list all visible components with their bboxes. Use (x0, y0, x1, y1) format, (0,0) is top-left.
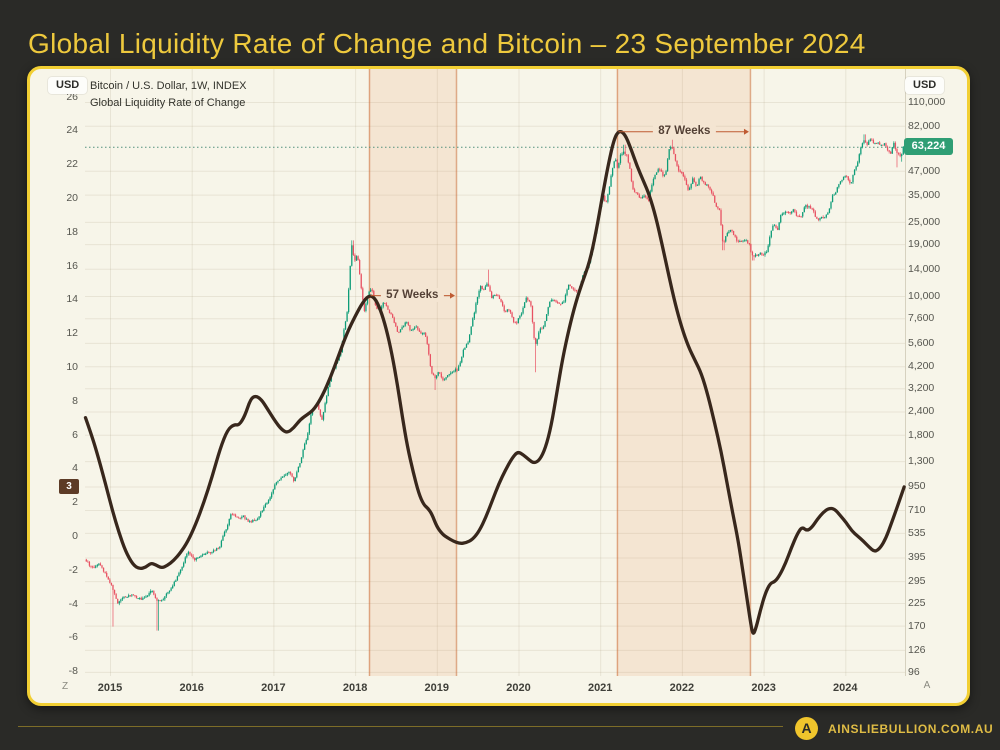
chart-panel-inner: 26 24 22 20 18 16 14 12 10 8 6 4 2 0 -2 -4 -6 -8 110,000 8… (30, 69, 967, 703)
left-axis-tick: -8 (68, 665, 78, 678)
band-duration-label: 87 Weeks (653, 124, 716, 139)
legend-indicator: Global Liquidity Rate of Change (90, 97, 246, 109)
last-price-badge: 63,224 (904, 138, 953, 155)
left-axis-tick: 20 (66, 192, 78, 204)
x-axis-tick: 2020 (506, 682, 531, 694)
x-axis-tick: 2018 (342, 682, 368, 694)
chart-canvas[interactable] (30, 69, 967, 703)
right-axis-tick: 395 (908, 551, 926, 564)
liquidity-value-badge: 3 (59, 479, 79, 494)
x-axis-tick: 2023 (751, 682, 776, 694)
left-axis-tick: 18 (66, 225, 78, 238)
right-axis-tick: 96 (908, 665, 920, 678)
right-axis-tick: 47,000 (908, 164, 941, 177)
left-axis-tick: -4 (68, 597, 78, 610)
timezone-button[interactable]: Z (61, 681, 69, 692)
left-axis-tick: 14 (66, 293, 78, 306)
legend: Bitcoin / U.S. Dollar, 1W, INDEX Global … (90, 78, 247, 112)
right-axis-tick: 19,000 (908, 238, 941, 251)
right-axis-currency-badge: USD (905, 77, 945, 94)
band-duration-label: 57 Weeks (381, 288, 444, 303)
right-axis-tick: 82,000 (908, 119, 941, 132)
left-axis-tick: -6 (68, 631, 78, 644)
x-axis-tick: 2022 (669, 682, 695, 694)
left-axis-tick: 4 (72, 462, 78, 475)
left-axis-tick: 6 (72, 428, 78, 441)
left-axis-tick: 2 (72, 496, 78, 509)
right-axis-tick: 110,000 (908, 96, 946, 108)
left-axis-currency-badge: USD (48, 77, 88, 94)
right-axis-tick: 7,600 (908, 312, 935, 325)
right-axis-tick: 1,300 (908, 455, 935, 468)
left-axis-tick: 22 (66, 158, 78, 171)
right-axis-tick: 225 (908, 597, 926, 609)
left-axis-tick: 0 (72, 530, 78, 542)
right-axis-tick: 295 (908, 575, 926, 588)
left-axis-tick: 10 (66, 361, 78, 373)
page-title: Global Liquidity Rate of Change and Bitc… (28, 28, 866, 59)
right-axis-tick: 14,000 (908, 262, 941, 275)
ainslie-logo-icon: A (795, 717, 818, 740)
legend-symbol: Bitcoin / U.S. Dollar, 1W, INDEX (90, 80, 247, 92)
right-axis-tick: 3,200 (908, 382, 935, 395)
x-axis-tick: 2019 (424, 682, 450, 694)
chart-panel: 26 24 22 20 18 16 14 12 10 8 6 4 2 0 -2 -4 -6 -8 110,000 8… (27, 66, 970, 706)
left-axis-tick: 8 (72, 394, 78, 407)
x-axis-tick: 2016 (179, 682, 204, 694)
right-axis-tick: 710 (908, 504, 926, 517)
left-axis-tick: 24 (66, 124, 78, 137)
right-axis-tick: 4,200 (908, 360, 935, 373)
x-axis-tick: 2017 (261, 682, 286, 694)
left-axis-tick: 12 (66, 327, 78, 340)
right-axis-tick: 35,000 (908, 188, 941, 201)
right-axis-tick: 25,000 (908, 215, 941, 228)
right-axis-tick: 950 (908, 480, 926, 493)
right-axis-tick: 170 (908, 619, 926, 632)
right-axis-tick: 535 (908, 526, 926, 539)
left-axis-tick: -2 (68, 563, 78, 576)
right-axis-tick: 1,800 (908, 428, 935, 441)
footer-brand: AINSLIEBULLION.COM.AU (828, 722, 994, 736)
left-axis-tick: 16 (66, 259, 78, 272)
right-axis-tick: 2,400 (908, 405, 935, 418)
x-axis-tick: 2015 (97, 682, 123, 694)
right-axis-tick: 126 (908, 643, 926, 656)
left-axis-tick: 26 (66, 90, 78, 103)
footer-divider (18, 726, 783, 727)
right-axis-tick: 5,600 (908, 336, 935, 349)
x-axis-tick: 2024 (833, 682, 858, 694)
auto-scale-button[interactable]: A (923, 680, 931, 691)
x-axis-tick: 2021 (587, 682, 613, 694)
right-axis-tick: 10,000 (908, 290, 941, 302)
